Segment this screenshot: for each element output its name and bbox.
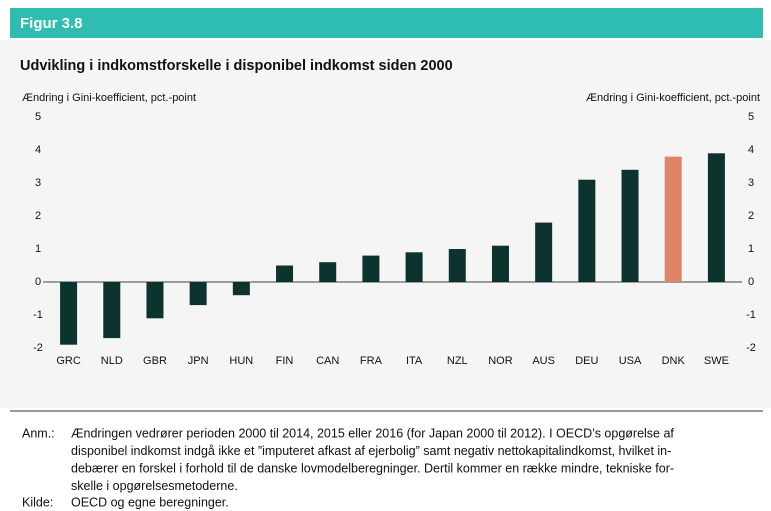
x-tick-label: NOR xyxy=(488,355,513,367)
x-tick-label: SWE xyxy=(704,355,729,367)
bar xyxy=(362,255,380,282)
bar xyxy=(491,245,509,282)
y2-tick-label: 0 xyxy=(748,276,754,288)
note-line: skelle i opgørelsesmetoderne. xyxy=(71,479,238,493)
x-tick-label: HUN xyxy=(229,355,253,367)
source-label: Kilde: xyxy=(22,495,53,509)
bar xyxy=(146,282,164,319)
bar xyxy=(319,262,337,282)
note-line: Ændringen vedrører perioden 2000 til 201… xyxy=(71,426,674,440)
bar xyxy=(664,156,682,282)
x-tick-label: CAN xyxy=(316,355,339,367)
y-tick-label: 3 xyxy=(35,177,41,189)
bar xyxy=(621,169,639,282)
x-tick-label: FRA xyxy=(360,355,383,367)
y2-tick-label: 2 xyxy=(748,210,754,222)
figure-header xyxy=(10,8,763,38)
y-tick-label: 2 xyxy=(35,210,41,222)
bar xyxy=(60,282,78,345)
x-tick-label: AUS xyxy=(532,355,555,367)
y-tick-label: 0 xyxy=(35,276,41,288)
x-tick-label: ITA xyxy=(406,355,423,367)
x-tick-label: GRC xyxy=(56,355,81,367)
bar xyxy=(276,265,294,282)
y2-tick-label: 1 xyxy=(748,243,754,255)
bar xyxy=(448,249,466,282)
y2-tick-label: 5 xyxy=(748,111,754,123)
note-label: Anm.: xyxy=(22,426,55,440)
y-tick-label: 4 xyxy=(35,144,41,156)
x-tick-label: DNK xyxy=(662,355,686,367)
bar xyxy=(578,179,596,282)
x-tick-label: NZL xyxy=(447,355,468,367)
bar xyxy=(103,282,121,339)
chart-title: Udvikling i indkomstforskelle i disponib… xyxy=(20,58,453,74)
x-tick-label: GBR xyxy=(143,355,167,367)
source-text: OECD og egne beregninger. xyxy=(71,495,229,509)
y2-tick-label: -1 xyxy=(746,309,756,321)
bar xyxy=(189,282,207,306)
bar xyxy=(405,252,423,282)
y-tick-label: -1 xyxy=(33,309,43,321)
chart-background xyxy=(0,40,771,408)
note-line: debærer en forskel i forhold til de dans… xyxy=(71,461,674,475)
y2-tick-label: 4 xyxy=(748,144,754,156)
x-tick-label: USA xyxy=(619,355,642,367)
bar xyxy=(232,282,250,296)
y-tick-label: 1 xyxy=(35,243,41,255)
y2-tick-label: 3 xyxy=(748,177,754,189)
bar xyxy=(707,153,725,282)
x-tick-label: FIN xyxy=(276,355,294,367)
y2-axis-label: Ændring i Gini-koefficient, pct.-point xyxy=(586,92,760,104)
figure-label: Figur 3.8 xyxy=(20,15,83,32)
x-tick-label: JPN xyxy=(188,355,209,367)
bar xyxy=(535,222,553,282)
y2-tick-label: -2 xyxy=(746,342,756,354)
y-tick-label: 5 xyxy=(35,111,41,123)
x-tick-label: DEU xyxy=(575,355,598,367)
note-line: disponibel indkomst indgå ikke et ”imput… xyxy=(71,444,671,458)
y-tick-label: -2 xyxy=(33,342,43,354)
x-tick-label: NLD xyxy=(101,355,123,367)
y-axis-label: Ændring i Gini-koefficient, pct.-point xyxy=(22,92,196,104)
